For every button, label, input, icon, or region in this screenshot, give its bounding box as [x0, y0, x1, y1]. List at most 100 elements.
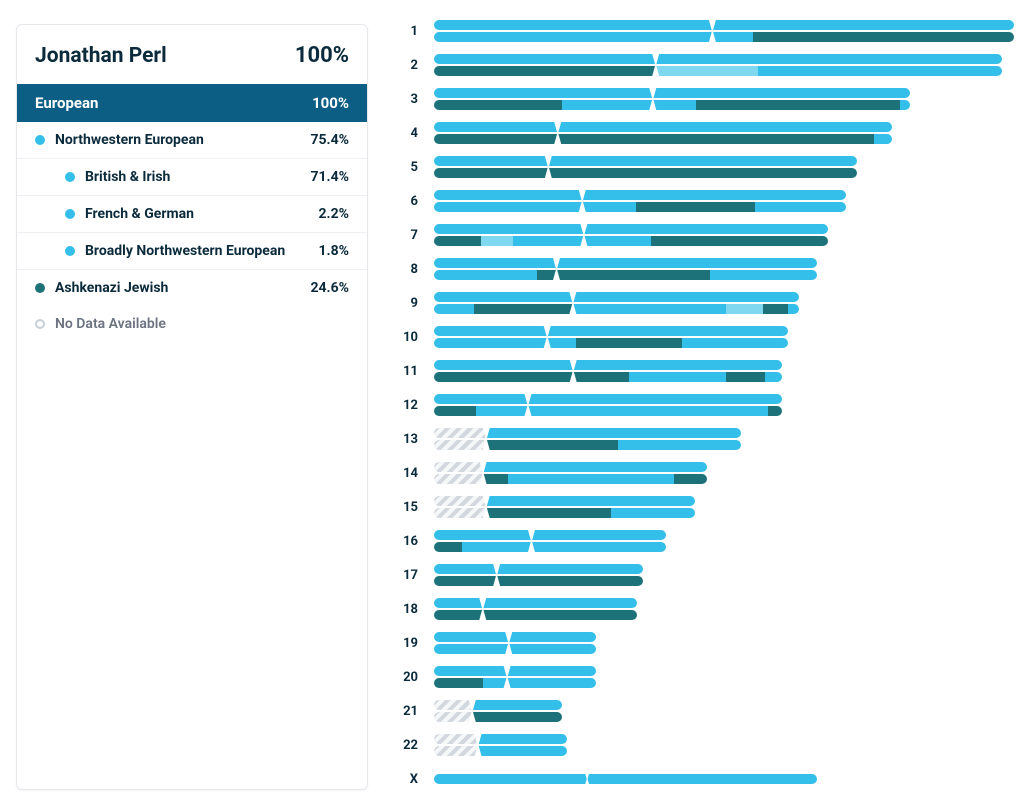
chromosome-segment — [636, 202, 755, 212]
chromosome-label: 16 — [398, 534, 418, 549]
chromosome-row[interactable]: 2 — [398, 48, 1014, 82]
chromosome-copy — [434, 168, 857, 178]
chromosome-segment — [474, 304, 573, 314]
chromosome-pair — [434, 766, 817, 792]
chromosome-segment — [434, 88, 910, 98]
chromosome-row[interactable]: 4 — [398, 116, 1014, 150]
chromosome-copy — [434, 100, 910, 110]
chromosome-segment — [537, 270, 709, 280]
ancestry-row-nodata: No Data Available — [17, 306, 367, 342]
chromosome-pair — [434, 528, 666, 554]
chromosome-row[interactable]: 3 — [398, 82, 1014, 116]
ancestry-label: Ashkenazi Jewish — [55, 280, 168, 296]
chromosome-segment — [434, 236, 481, 246]
chromosome-row[interactable]: 10 — [398, 320, 1014, 354]
centromere-icon — [503, 664, 511, 690]
total-percent: 100% — [295, 43, 349, 68]
chromosome-segment — [434, 474, 483, 484]
chromosome-segment — [755, 202, 846, 212]
ancestry-pct: 71.4% — [310, 169, 349, 185]
chromosome-label: 7 — [398, 228, 418, 243]
chromosome-pair — [434, 664, 596, 690]
chromosome-segment — [434, 360, 782, 370]
chromosome-copy — [434, 644, 596, 654]
chromosome-segment — [726, 372, 764, 382]
chromosome-row[interactable]: 12 — [398, 388, 1014, 422]
chromosome-segment — [576, 338, 682, 348]
chromosome-segment — [562, 100, 695, 110]
chromosome-pair — [434, 52, 1002, 78]
chromosome-segment — [656, 66, 758, 76]
chromosome-row[interactable]: 7 — [398, 218, 1014, 252]
chromosome-row[interactable]: 14 — [398, 456, 1014, 490]
chromosome-segment — [476, 406, 768, 416]
chromosome-row[interactable]: 5 — [398, 150, 1014, 184]
chromosome-segment — [434, 712, 472, 722]
chromosome-row[interactable]: 11 — [398, 354, 1014, 388]
chromosome-segment — [434, 700, 472, 710]
chromosome-row[interactable]: 22 — [398, 728, 1014, 762]
chromosome-copy — [434, 236, 828, 246]
chromosome-segment — [434, 156, 857, 166]
chromosome-copy — [434, 700, 562, 710]
chromosome-copy — [434, 746, 567, 756]
chromosome-segment — [674, 474, 707, 484]
chromosome-segment — [629, 372, 726, 382]
chromosome-pair — [434, 392, 782, 418]
ancestry-row[interactable]: British & Irish71.4% — [17, 159, 367, 196]
chromosome-label: 9 — [398, 296, 418, 311]
chromosome-segment — [434, 292, 799, 302]
ancestry-row[interactable]: Ashkenazi Jewish24.6% — [17, 270, 367, 306]
chromosome-copy — [434, 292, 799, 302]
chromosome-label: 12 — [398, 398, 418, 413]
centromere-icon — [505, 630, 513, 656]
centromere-icon — [479, 596, 487, 622]
chromosome-copy — [434, 632, 596, 642]
chromosome-row[interactable]: 9 — [398, 286, 1014, 320]
chromosome-segment — [434, 598, 637, 608]
ancestry-row[interactable]: French & German2.2% — [17, 196, 367, 233]
centromere-icon — [482, 426, 490, 452]
chromosome-segment — [696, 100, 901, 110]
chromosome-copy — [434, 576, 643, 586]
chromosome-row[interactable]: 19 — [398, 626, 1014, 660]
chromosome-row[interactable]: 6 — [398, 184, 1014, 218]
chromosome-segment — [434, 678, 483, 688]
chromosome-row[interactable]: 18 — [398, 592, 1014, 626]
ancestry-section-european[interactable]: European 100% — [17, 84, 367, 122]
chromosome-row[interactable]: 17 — [398, 558, 1014, 592]
centromere-icon — [554, 120, 562, 146]
chromosome-segment — [434, 632, 596, 642]
chromosome-row[interactable]: 20 — [398, 660, 1014, 694]
chromosome-segment — [434, 440, 486, 450]
chromosome-row[interactable]: 15 — [398, 490, 1014, 524]
chromosome-segment — [682, 338, 788, 348]
chromosome-row[interactable]: 16 — [398, 524, 1014, 558]
chromosome-pair — [434, 494, 695, 520]
chromosome-pair — [434, 358, 782, 384]
chromosome-row[interactable]: X — [398, 762, 1014, 796]
chromosome-row[interactable]: 1 — [398, 14, 1014, 48]
chromosome-pair — [434, 154, 857, 180]
centromere-icon — [524, 392, 532, 418]
centromere-icon — [482, 494, 490, 520]
centromere-icon — [652, 52, 660, 78]
chromosome-row[interactable]: 21 — [398, 694, 1014, 728]
chromosome-segment — [434, 224, 828, 234]
chromosome-segment — [434, 542, 462, 552]
chromosome-label: 10 — [398, 330, 418, 345]
chromosome-row[interactable]: 8 — [398, 252, 1014, 286]
chromosome-pair — [434, 426, 741, 452]
ancestry-row[interactable]: Broadly Northwestern European1.8% — [17, 233, 367, 270]
ancestry-dot-icon — [65, 246, 75, 256]
ancestry-row[interactable]: Northwestern European75.4% — [17, 122, 367, 159]
chromosome-label: 13 — [398, 432, 418, 447]
chromosome-copy — [434, 394, 782, 404]
chromosome-copy — [434, 564, 643, 574]
ancestry-dot-icon — [35, 283, 45, 293]
centromere-icon — [479, 460, 487, 486]
centromere-icon — [569, 358, 577, 384]
chromosome-pair — [434, 188, 846, 214]
chromosome-row[interactable]: 13 — [398, 422, 1014, 456]
chromosome-copy — [434, 406, 782, 416]
